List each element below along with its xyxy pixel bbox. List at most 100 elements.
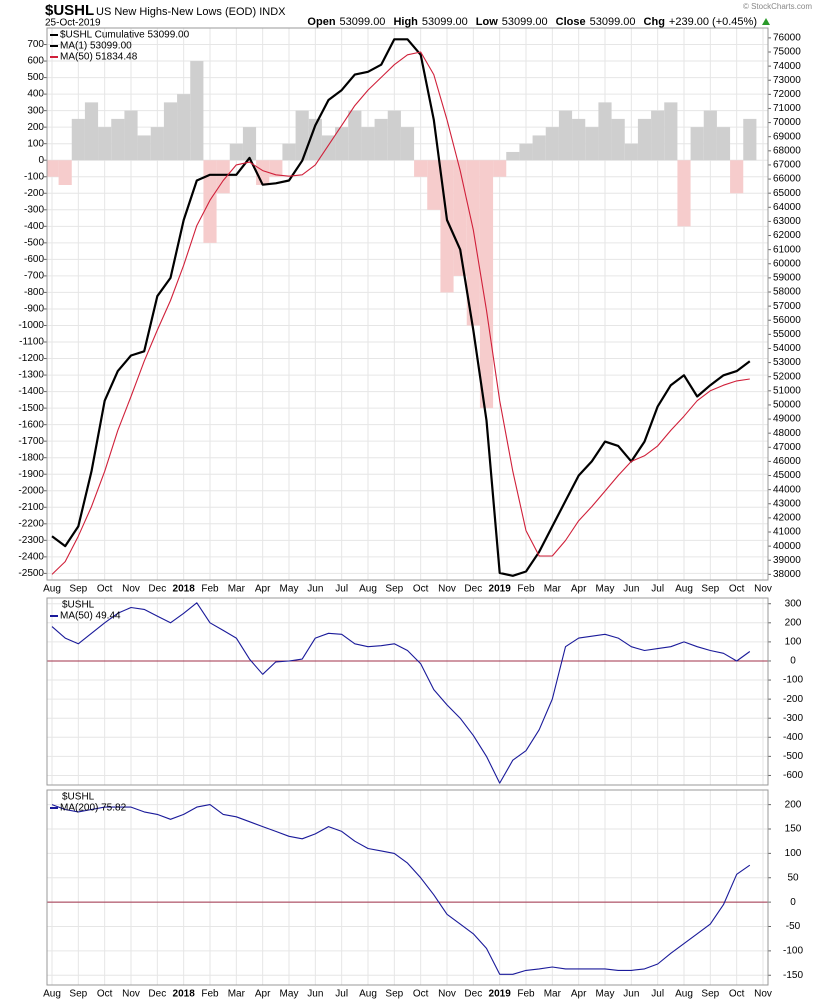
quote-label: Open bbox=[307, 16, 335, 28]
x-tick-label: Aug bbox=[359, 989, 377, 1000]
date: 25-Oct-2019 bbox=[45, 18, 101, 29]
y-tick-label: 400 bbox=[27, 89, 44, 100]
y-tick-label: -500 bbox=[24, 237, 44, 248]
histogram-bar bbox=[111, 118, 125, 161]
y2-tick-label: 41000 bbox=[773, 527, 801, 538]
x-tick-label: Mar bbox=[228, 989, 246, 1000]
x-tick-label: Nov bbox=[122, 584, 140, 595]
x-tick-label: Jul bbox=[651, 989, 664, 1000]
x-tick-label: Mar bbox=[228, 584, 246, 595]
x-tick-label: Jun bbox=[623, 584, 639, 595]
x-tick-label: Aug bbox=[43, 989, 61, 1000]
y-tick-label: 50 bbox=[787, 872, 799, 883]
histogram-bar bbox=[308, 118, 322, 161]
y2-tick-label: 76000 bbox=[773, 33, 801, 44]
y-tick-label: -100 bbox=[783, 946, 803, 957]
y-tick-label: 100 bbox=[785, 848, 802, 859]
x-tick-label: Aug bbox=[359, 584, 377, 595]
x-tick-label: Nov bbox=[754, 989, 772, 1000]
y2-tick-label: 48000 bbox=[773, 428, 801, 439]
histogram-bar bbox=[730, 160, 744, 194]
histogram-bar bbox=[716, 127, 731, 161]
y-tick-label: -900 bbox=[24, 304, 44, 315]
y2-tick-label: 42000 bbox=[773, 513, 801, 524]
histogram-bar bbox=[84, 102, 99, 161]
quote-label: Low bbox=[476, 16, 498, 28]
x-tick-label: Feb bbox=[201, 584, 219, 595]
histogram-bar bbox=[282, 143, 296, 161]
quote-value: +239.00 (+0.45%) bbox=[669, 16, 757, 28]
histogram-bar bbox=[743, 118, 757, 161]
y2-tick-label: 39000 bbox=[773, 555, 801, 566]
y2-tick-label: 59000 bbox=[773, 273, 801, 284]
y-tick-label: 200 bbox=[785, 799, 802, 810]
y-tick-label: 100 bbox=[785, 637, 802, 648]
y2-tick-label: 62000 bbox=[773, 230, 801, 241]
histogram-bar bbox=[558, 110, 573, 161]
x-tick-label: Apr bbox=[255, 584, 271, 595]
x-tick-label: Feb bbox=[517, 584, 535, 595]
y-tick-label: -100 bbox=[783, 675, 803, 686]
y-tick-label: -200 bbox=[24, 188, 44, 199]
histogram-bar bbox=[374, 118, 388, 161]
y2-tick-label: 38000 bbox=[773, 569, 801, 580]
x-tick-label: May bbox=[280, 989, 299, 1000]
histogram-bar bbox=[190, 61, 204, 161]
x-tick-label: Dec bbox=[464, 989, 482, 1000]
x-tick-label: Apr bbox=[571, 989, 587, 1000]
quote-value: 53099.00 bbox=[340, 16, 386, 28]
x-tick-label: Nov bbox=[438, 989, 456, 1000]
x-tick-label: Aug bbox=[675, 989, 693, 1000]
panel-label: $USHL bbox=[62, 792, 95, 803]
series-line bbox=[51, 602, 751, 784]
y-tick-label: -1000 bbox=[18, 320, 44, 331]
legend-label: MA(50) 49.44 bbox=[60, 611, 121, 622]
x-tick-label: Nov bbox=[122, 989, 140, 1000]
x-tick-label: Oct bbox=[97, 584, 113, 595]
histogram-bar bbox=[572, 118, 586, 161]
series-line bbox=[51, 51, 750, 575]
y-tick-label: -800 bbox=[24, 287, 44, 298]
y2-tick-label: 52000 bbox=[773, 371, 801, 382]
histogram-bar bbox=[361, 127, 375, 161]
subtitle: US New Highs-New Lows (EOD) INDX bbox=[96, 6, 286, 18]
y-tick-label: -150 bbox=[783, 970, 803, 981]
y2-tick-label: 44000 bbox=[773, 484, 801, 495]
y-tick-label: -50 bbox=[786, 921, 801, 932]
up-arrow bbox=[762, 18, 770, 25]
x-tick-label: Apr bbox=[255, 989, 271, 1000]
y2-tick-label: 46000 bbox=[773, 456, 801, 467]
histogram-bar bbox=[203, 160, 217, 243]
y-tick-label: 0 bbox=[790, 897, 796, 908]
y-tick-label: -2400 bbox=[18, 552, 44, 563]
y-tick-label: 200 bbox=[27, 122, 44, 133]
plot-area bbox=[47, 602, 768, 784]
y-tick-label: 300 bbox=[785, 598, 802, 609]
x-tick-label: 2019 bbox=[489, 989, 512, 1000]
x-tick-label: May bbox=[596, 584, 615, 595]
x-tick-label: Feb bbox=[517, 989, 535, 1000]
y-tick-label: 700 bbox=[27, 39, 44, 50]
plot-area bbox=[47, 38, 757, 577]
y-tick-label: -1700 bbox=[18, 436, 44, 447]
y2-tick-label: 43000 bbox=[773, 498, 801, 509]
y-tick-label: -400 bbox=[24, 221, 44, 232]
y2-tick-label: 68000 bbox=[773, 145, 801, 156]
symbol: $USHL bbox=[45, 2, 94, 19]
y2-tick-label: 57000 bbox=[773, 301, 801, 312]
y2-tick-label: 54000 bbox=[773, 343, 801, 354]
quote: Open 53099.00 High 53099.00 Low 53099.00 Close… bbox=[307, 16, 757, 28]
y2-tick-label: 75000 bbox=[773, 47, 801, 58]
histogram-bar bbox=[453, 160, 467, 276]
y-tick-label: -2500 bbox=[18, 568, 44, 579]
histogram-bar bbox=[98, 127, 112, 161]
x-tick-label: Oct bbox=[413, 584, 429, 595]
legend-label: MA(200) 75.82 bbox=[60, 803, 127, 814]
x-tick-label: May bbox=[280, 584, 299, 595]
histogram-bar bbox=[466, 160, 480, 326]
histogram-bar bbox=[651, 110, 665, 161]
histogram-bar bbox=[585, 127, 599, 161]
y2-tick-label: 49000 bbox=[773, 414, 801, 425]
y2-tick-label: 50000 bbox=[773, 400, 801, 411]
